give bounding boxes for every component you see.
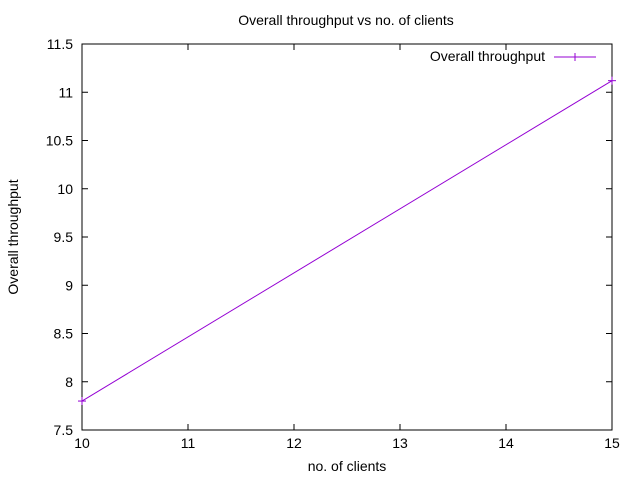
series-line [81, 80, 613, 402]
y-axis-label: Overall throughput [5, 179, 21, 294]
y-tick-label: 9 [65, 277, 73, 293]
y-tick-label: 10.5 [46, 133, 73, 149]
x-tick-label: 10 [74, 435, 90, 451]
x-axis-ticks: 10 11 12 13 14 15 [74, 44, 620, 451]
x-tick-label: 15 [604, 435, 620, 451]
x-tick-label: 12 [286, 435, 302, 451]
y-tick-label: 10 [57, 181, 73, 197]
x-tick-label: 11 [181, 435, 196, 451]
y-tick-label: 9.5 [54, 229, 74, 245]
y-axis-ticks: 7.5 8 8.5 9 9.5 10 10.5 11 11.5 [46, 36, 612, 438]
data-point [608, 76, 616, 85]
y-tick-label: 11.5 [47, 36, 73, 52]
y-tick-label: 7.5 [54, 422, 74, 438]
chart-title: Overall throughput vs no. of clients [238, 12, 454, 28]
plot-frame [81, 43, 613, 431]
legend-label: Overall throughput [430, 48, 545, 64]
y-tick-label: 8.5 [54, 326, 74, 342]
x-axis-label: no. of clients [308, 458, 387, 474]
series-layer [78, 76, 616, 406]
legend: Overall throughput [430, 48, 596, 64]
data-point [78, 397, 86, 406]
y-tick-label: 11 [58, 84, 73, 100]
x-tick-label: 13 [392, 435, 408, 451]
x-tick-label: 14 [498, 435, 514, 451]
y-tick-label: 8 [65, 374, 73, 390]
